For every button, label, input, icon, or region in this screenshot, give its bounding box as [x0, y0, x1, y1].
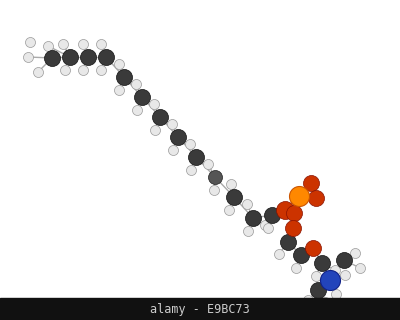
Point: [35, 69, 41, 75]
Point: [139, 94, 145, 100]
Point: [98, 41, 104, 46]
Point: [133, 81, 139, 86]
Point: [296, 193, 302, 198]
Point: [211, 188, 217, 193]
Point: [212, 174, 218, 180]
Point: [151, 101, 157, 107]
Point: [298, 252, 304, 258]
Point: [170, 148, 176, 153]
Point: [103, 54, 109, 60]
Point: [327, 277, 333, 283]
Point: [80, 68, 86, 73]
Point: [333, 292, 339, 297]
Point: [322, 300, 328, 305]
Point: [313, 196, 319, 201]
Point: [244, 202, 250, 207]
Point: [116, 87, 122, 92]
Point: [157, 115, 163, 120]
Point: [60, 41, 66, 46]
Point: [293, 266, 299, 271]
Point: [175, 134, 181, 140]
Point: [205, 161, 211, 166]
Point: [98, 68, 104, 73]
Point: [332, 268, 338, 273]
Point: [285, 239, 291, 244]
Point: [308, 180, 314, 186]
Text: alamy - E9BC73: alamy - E9BC73: [150, 303, 250, 316]
Point: [187, 141, 193, 147]
Point: [169, 121, 175, 126]
Point: [193, 155, 199, 160]
Point: [342, 272, 348, 277]
Point: [67, 54, 73, 60]
Point: [313, 273, 319, 278]
Point: [276, 252, 282, 257]
Point: [121, 75, 127, 80]
Point: [85, 54, 91, 60]
Point: [341, 257, 347, 262]
Point: [80, 41, 86, 46]
Point: [291, 211, 297, 216]
Point: [116, 61, 122, 67]
Point: [305, 298, 311, 303]
Point: [25, 54, 31, 60]
Point: [269, 212, 275, 218]
Point: [352, 251, 358, 256]
Point: [228, 181, 234, 187]
Point: [315, 287, 321, 292]
Point: [282, 207, 288, 212]
Point: [152, 127, 158, 132]
Point: [245, 228, 251, 234]
Point: [231, 195, 237, 200]
Point: [62, 68, 68, 73]
Point: [226, 207, 232, 212]
Point: [310, 245, 316, 251]
Point: [357, 266, 363, 271]
Point: [250, 215, 256, 220]
Bar: [0, 298, 400, 320]
Point: [134, 108, 140, 113]
Point: [290, 225, 296, 230]
Point: [45, 44, 51, 49]
Point: [27, 39, 33, 44]
Point: [188, 167, 194, 172]
Point: [319, 260, 325, 266]
Point: [262, 222, 268, 228]
Point: [265, 225, 271, 230]
Point: [49, 55, 55, 60]
